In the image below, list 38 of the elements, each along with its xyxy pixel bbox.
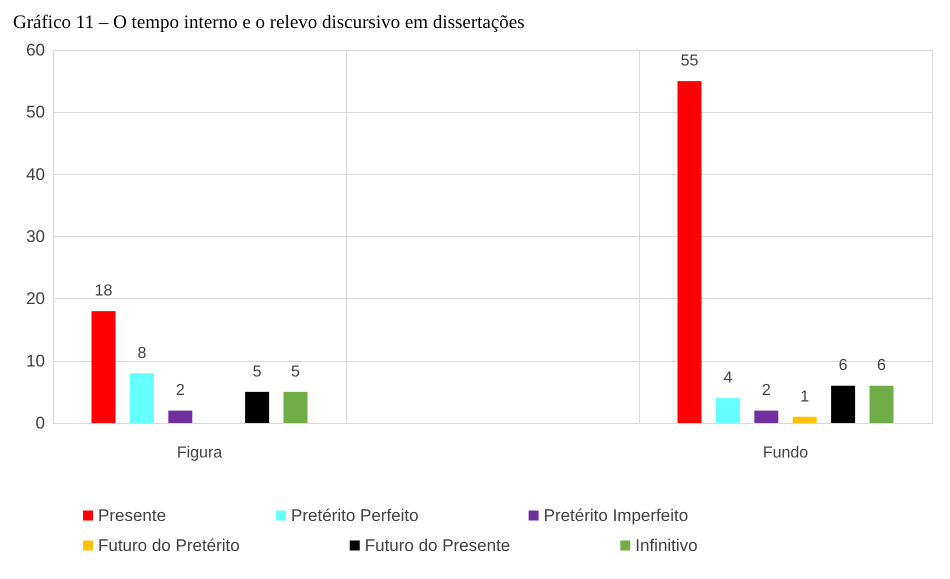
legend-label: Futuro do Pretérito bbox=[98, 536, 240, 555]
data-label: 5 bbox=[252, 363, 262, 380]
legend-label: Pretérito Perfeito bbox=[291, 506, 419, 525]
bar bbox=[130, 373, 154, 423]
y-tick-label: 40 bbox=[26, 164, 45, 184]
data-label: 4 bbox=[723, 370, 732, 387]
legend-label: Pretérito Imperfeito bbox=[544, 506, 688, 525]
data-label: 6 bbox=[838, 357, 848, 374]
y-tick-label: 60 bbox=[26, 40, 45, 60]
bar bbox=[168, 410, 192, 423]
legend-label: Infinitivo bbox=[635, 536, 698, 555]
bar bbox=[716, 398, 740, 423]
chart-title: Gráfico 11 – O tempo interno e o relevo discursivo em dissertações bbox=[13, 12, 525, 33]
data-label: 18 bbox=[94, 282, 112, 300]
data-label: 1 bbox=[800, 388, 810, 406]
y-tick-label: 10 bbox=[26, 351, 45, 370]
bar bbox=[792, 416, 817, 423]
bar bbox=[831, 386, 856, 423]
legend-label: Futuro do Presente bbox=[364, 536, 510, 555]
data-label: 8 bbox=[137, 344, 146, 362]
data-label: 2 bbox=[762, 382, 771, 400]
bar bbox=[870, 386, 894, 423]
y-tick-label: 20 bbox=[26, 289, 45, 308]
data-label: 6 bbox=[877, 357, 886, 374]
x-tick-label: Fundo bbox=[762, 444, 808, 462]
bar bbox=[754, 410, 778, 423]
bar bbox=[678, 81, 702, 423]
bar bbox=[284, 392, 308, 423]
x-tick-label: Figura bbox=[176, 444, 222, 462]
y-tick-label: 30 bbox=[26, 227, 45, 246]
legend-label: Presente bbox=[98, 506, 166, 525]
data-label: 55 bbox=[680, 52, 698, 70]
data-label: 5 bbox=[291, 363, 300, 380]
bar bbox=[92, 311, 116, 423]
y-tick-label: 50 bbox=[26, 102, 45, 122]
bar bbox=[245, 392, 270, 423]
y-tick-label: 0 bbox=[36, 414, 45, 432]
data-label: 2 bbox=[176, 382, 185, 400]
